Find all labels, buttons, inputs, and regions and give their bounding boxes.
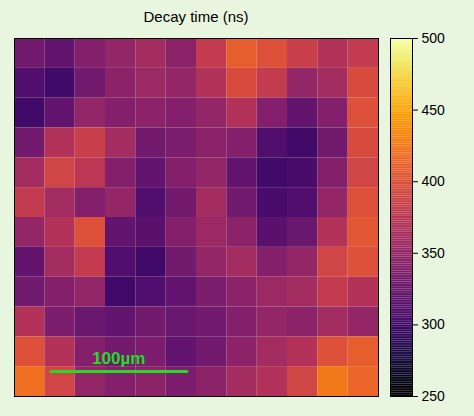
svg-text:100µm: 100µm <box>92 349 145 368</box>
svg-text:300: 300 <box>422 316 446 332</box>
svg-text:350: 350 <box>422 245 446 261</box>
svg-text:450: 450 <box>422 102 446 118</box>
html-text:Decay time (ns): Decay time (ns) <box>143 8 249 25</box>
svg-text:500: 500 <box>422 30 446 46</box>
svg-text:250: 250 <box>422 388 446 404</box>
svg-text:400: 400 <box>422 173 446 189</box>
